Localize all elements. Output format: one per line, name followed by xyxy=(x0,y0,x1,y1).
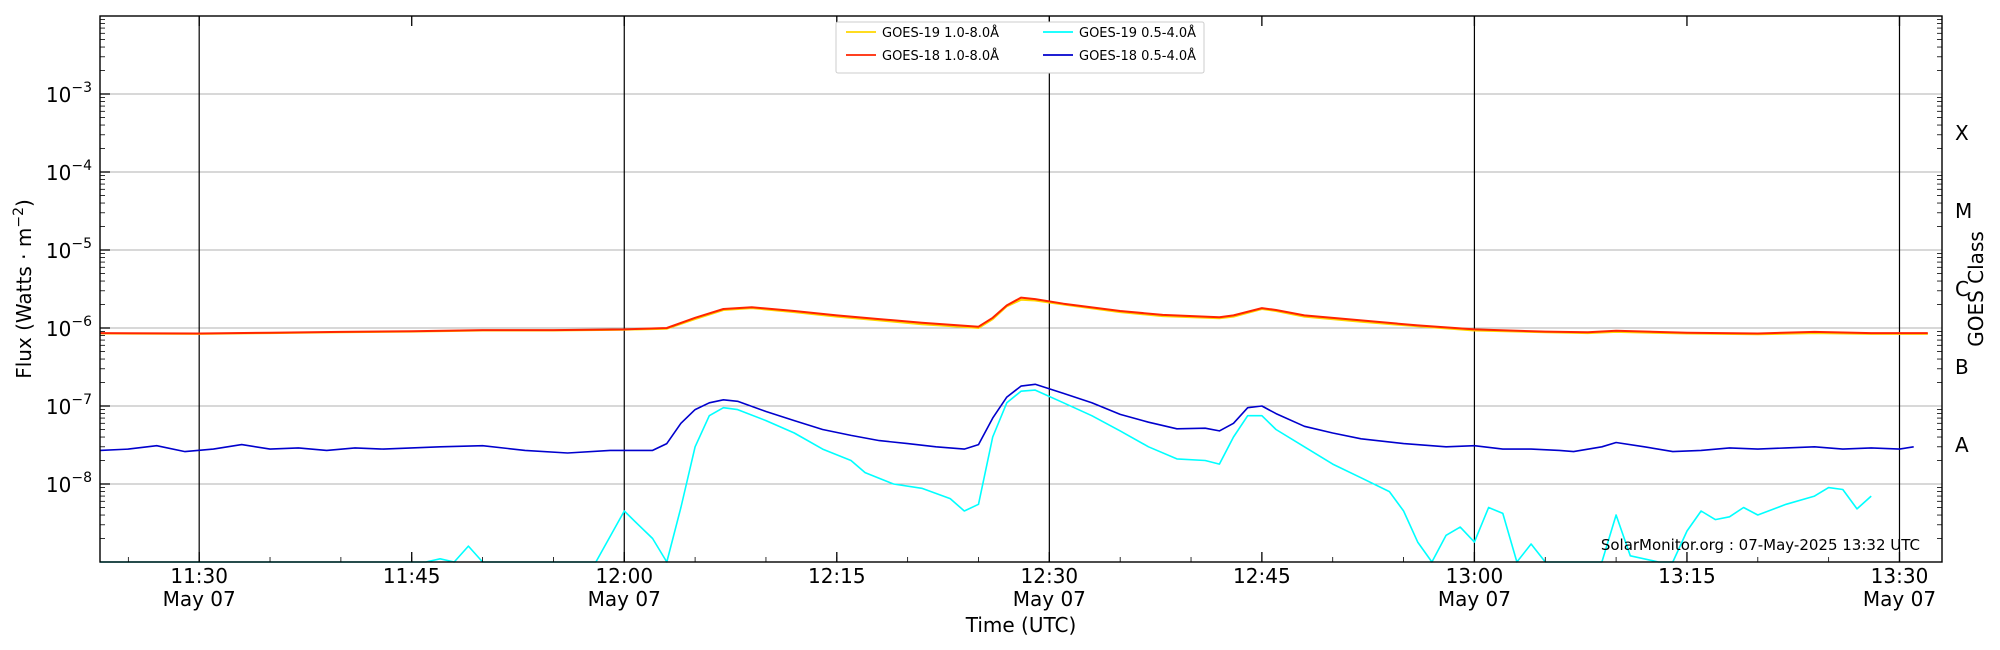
y-axis-label-close: ) xyxy=(12,199,36,207)
legend-box xyxy=(835,21,1205,74)
goes-class-label: A xyxy=(1955,433,1969,457)
x-tick-date-label: May 07 xyxy=(1013,587,1086,611)
legend-label: GOES-19 1.0-8.0Å xyxy=(882,25,999,41)
axis-ticks xyxy=(100,16,1942,562)
legend-label: GOES-19 0.5-4.0Å xyxy=(1079,25,1196,41)
x-tick-label: 13:00 xyxy=(1446,564,1504,588)
series-line xyxy=(99,296,1928,335)
x-tick-label: 12:30 xyxy=(1021,564,1079,588)
goes-class-label: B xyxy=(1955,355,1969,379)
y-tick-label: 10−5 xyxy=(46,236,92,263)
y-tick-label: 10−8 xyxy=(46,470,92,497)
y-tick-label: 10−6 xyxy=(46,314,92,341)
series-line xyxy=(99,383,1914,454)
x-tick-label: 11:30 xyxy=(170,564,228,588)
x-tick-date-label: May 07 xyxy=(588,587,661,611)
goes-class-label: X xyxy=(1955,121,1969,145)
y-tick-label: 10−4 xyxy=(46,158,92,185)
goes-class-labels: A B C M X xyxy=(1955,121,1972,457)
goes-class-label: C xyxy=(1955,277,1969,301)
x-tick-label: 11:45 xyxy=(383,564,441,588)
legend-label: GOES-18 1.0-8.0Å xyxy=(882,48,999,64)
y-axis-label: Flux (Watts · m−2) xyxy=(11,199,36,379)
grid-lines xyxy=(100,93,1942,485)
y-tick-labels: 10−8 10−7 10−6 10−5 10−4 10−3 xyxy=(46,80,92,497)
plot-frame xyxy=(99,15,1943,563)
y-tick-label: 10−3 xyxy=(46,80,92,107)
y-axis-label-exponent: −2 xyxy=(11,207,27,228)
x-tick-label: 13:30 xyxy=(1871,564,1929,588)
series-line xyxy=(99,298,1928,336)
legend: GOES-19 1.0-8.0Å GOES-18 1.0-8.0Å GOES-19 … xyxy=(835,21,1205,74)
goes-class-label: M xyxy=(1955,199,1972,223)
y-tick-label: 10−7 xyxy=(46,392,92,419)
legend-entries: GOES-19 1.0-8.0Å GOES-18 1.0-8.0Å GOES-19 … xyxy=(846,25,1196,64)
secondary-y-axis-label: GOES Class xyxy=(1964,231,1988,347)
x-axis-label: Time (UTC) xyxy=(965,613,1077,637)
x-tick-label: 12:45 xyxy=(1233,564,1291,588)
x-tick-date-label: May 07 xyxy=(163,587,236,611)
vertical-time-lines xyxy=(198,16,1901,562)
series-lines xyxy=(99,296,1928,563)
x-tick-date-label: May 07 xyxy=(1438,587,1511,611)
x-tick-date-label: May 07 xyxy=(1863,587,1936,611)
x-tick-label: 12:00 xyxy=(595,564,653,588)
legend-label: GOES-18 0.5-4.0Å xyxy=(1079,48,1196,64)
x-tick-label: 13:15 xyxy=(1658,564,1716,588)
credit-text: SolarMonitor.org : 07-May-2025 13:32 UTC xyxy=(1601,536,1920,554)
x-tick-label: 12:15 xyxy=(808,564,866,588)
